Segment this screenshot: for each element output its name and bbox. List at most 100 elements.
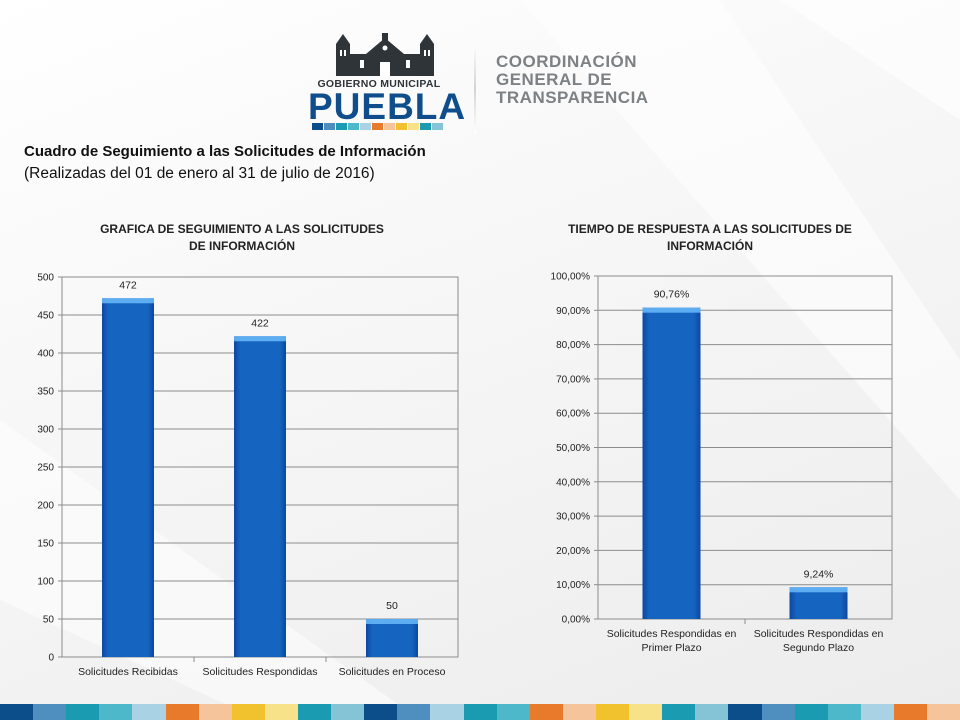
chart1-bar <box>234 336 286 657</box>
chart2-category-label: Primer Plazo <box>641 642 701 654</box>
page-subtitle: (Realizadas del 01 de enero al 31 de jul… <box>24 165 375 182</box>
chart1-title: GRAFICA DE SEGUIMIENTO A LAS SOLICITUDES… <box>40 221 444 255</box>
footer-strip-segment <box>397 704 431 720</box>
chart1-y-tick-label: 450 <box>37 311 54 322</box>
footer-strip-segment <box>231 704 265 720</box>
chart2-y-tick-label: 100,00% <box>551 272 591 283</box>
chart2-data-label: 90,76% <box>654 289 690 301</box>
chart2-y-tick-label: 0,00% <box>562 615 590 626</box>
chart2-y-tick-label: 60,00% <box>556 409 590 420</box>
footer-strip-segment <box>430 704 464 720</box>
logo-strip-segment <box>360 123 371 130</box>
org-name: COORDINACIÓN GENERAL DE TRANSPARENCIA <box>496 53 649 107</box>
chart1-bar-highlight <box>102 298 154 304</box>
chart1-y-tick-label: 150 <box>37 539 54 550</box>
chart2-y-tick-label: 30,00% <box>556 512 590 523</box>
org-line-1: COORDINACIÓN <box>496 52 638 71</box>
chart1-y-tick-label: 300 <box>37 425 54 436</box>
chart1-title-line-1: GRAFICA DE SEGUIMIENTO A LAS SOLICITUDES <box>100 222 384 236</box>
logo-strip-segment <box>432 123 443 130</box>
chart1-y-tick-label: 0 <box>48 653 54 664</box>
chart2-bar-highlight <box>642 307 701 313</box>
chart1-y-tick-label: 500 <box>37 273 54 284</box>
chart1-category-label: Solicitudes Respondidas <box>203 666 318 678</box>
page-title: Cuadro de Seguimiento a las Solicitudes … <box>24 143 426 160</box>
chart1-bar-highlight <box>234 336 286 342</box>
chart1-data-label: 422 <box>251 317 269 329</box>
chart2-bar <box>789 587 848 619</box>
footer-strip-segment <box>364 704 398 720</box>
footer-strip-segment <box>165 704 199 720</box>
chart1-y-tick-label: 50 <box>43 615 55 626</box>
org-line-3: TRANSPARENCIA <box>496 88 649 107</box>
chart2-title-line-1: TIEMPO DE RESPUESTA A LAS SOLICITUDES DE <box>568 222 852 236</box>
footer-strip-segment <box>297 704 332 720</box>
footer-strip-segment <box>629 704 663 720</box>
logo-strip-segment <box>336 123 347 130</box>
footer-strip-segment <box>893 704 928 720</box>
chart2-data-label: 9,24% <box>804 568 834 580</box>
gov-label: GOBIERNO MUNICIPAL <box>317 78 441 90</box>
footer-strip-segment <box>264 704 298 720</box>
footer-strip-segment <box>695 704 729 720</box>
chart1-category-label: Solicitudes Recibidas <box>78 666 178 678</box>
footer-strip-segment <box>99 704 133 720</box>
chart2-y-tick-label: 80,00% <box>556 340 590 351</box>
chart2-title-line-2: INFORMACIÓN <box>667 239 753 253</box>
footer-strip-segment <box>529 704 563 720</box>
footer-strip-segment <box>595 704 630 720</box>
chart1-bar <box>366 619 418 657</box>
logo-strip-segment <box>396 123 407 130</box>
logo-strip-segment <box>372 123 383 130</box>
footer-strip-segment <box>562 704 596 720</box>
chart2-y-tick-label: 20,00% <box>556 546 590 557</box>
chart1-category-label: Solicitudes en Proceso <box>339 666 446 678</box>
chart2-bar <box>642 307 701 619</box>
logo-strip-segment <box>312 123 323 130</box>
footer-color-strip <box>0 704 960 720</box>
chart1-bar-highlight <box>366 619 418 624</box>
chart1-bar <box>102 298 154 657</box>
footer-strip-segment <box>463 704 497 720</box>
footer-strip-segment <box>794 704 828 720</box>
footer-strip-segment <box>728 704 762 720</box>
footer-strip-segment <box>860 704 894 720</box>
footer-strip-segment <box>0 704 34 720</box>
logo-color-strip <box>312 123 444 130</box>
chart2-category-label: Solicitudes Respondidas en <box>607 628 737 640</box>
chart1-y-tick-label: 100 <box>37 577 54 588</box>
footer-strip-segment <box>761 704 795 720</box>
brand-wordmark: PUEBLA <box>308 86 467 127</box>
chart2-y-tick-label: 90,00% <box>556 306 590 317</box>
chart1-y-tick-label: 200 <box>37 501 54 512</box>
footer-strip-segment <box>496 704 530 720</box>
header: GOBIERNO MUNICIPAL PUEBLA COORDINACIÓN G… <box>300 28 680 138</box>
footer-strip-segment <box>331 704 365 720</box>
logo-strip-segment <box>324 123 335 130</box>
footer-strip-segment <box>662 704 696 720</box>
chart2-bar-highlight <box>789 587 848 593</box>
logo-strip-segment <box>420 123 431 130</box>
chart1-y-tick-label: 350 <box>37 387 54 398</box>
chart1-data-label: 50 <box>386 600 398 612</box>
footer-strip-segment <box>66 704 100 720</box>
footer-strip-segment <box>927 704 960 720</box>
chart2-category-label: Segundo Plazo <box>783 642 854 654</box>
requests-tracking-chart: 0 50 100 150 200 250 300 350 400 450 500 472 Solicit… <box>37 273 459 678</box>
footer-strip-segment <box>132 704 166 720</box>
cathedral-logo-icon <box>336 33 434 76</box>
header-divider <box>474 42 476 134</box>
footer-strip-segment <box>33 704 67 720</box>
chart2-y-tick-label: 40,00% <box>556 477 590 488</box>
chart2-category-label: Solicitudes Respondidas en <box>754 628 884 640</box>
logo-strip-segment <box>348 123 359 130</box>
logo-strip-segment <box>384 123 395 130</box>
footer-strip-segment <box>198 704 232 720</box>
chart1-y-tick-label: 400 <box>37 349 54 360</box>
chart1-title-line-2: DE INFORMACIÓN <box>189 239 295 253</box>
footer-strip-segment <box>827 704 861 720</box>
logo-strip-segment <box>408 123 419 130</box>
chart2-title: TIEMPO DE RESPUESTA A LAS SOLICITUDES DE… <box>508 221 912 255</box>
response-time-chart: 0,00% 10,00% 20,00% 30,00% 40,00% 50,00% 60,00… <box>551 272 893 654</box>
chart2-y-tick-label: 50,00% <box>556 443 590 454</box>
